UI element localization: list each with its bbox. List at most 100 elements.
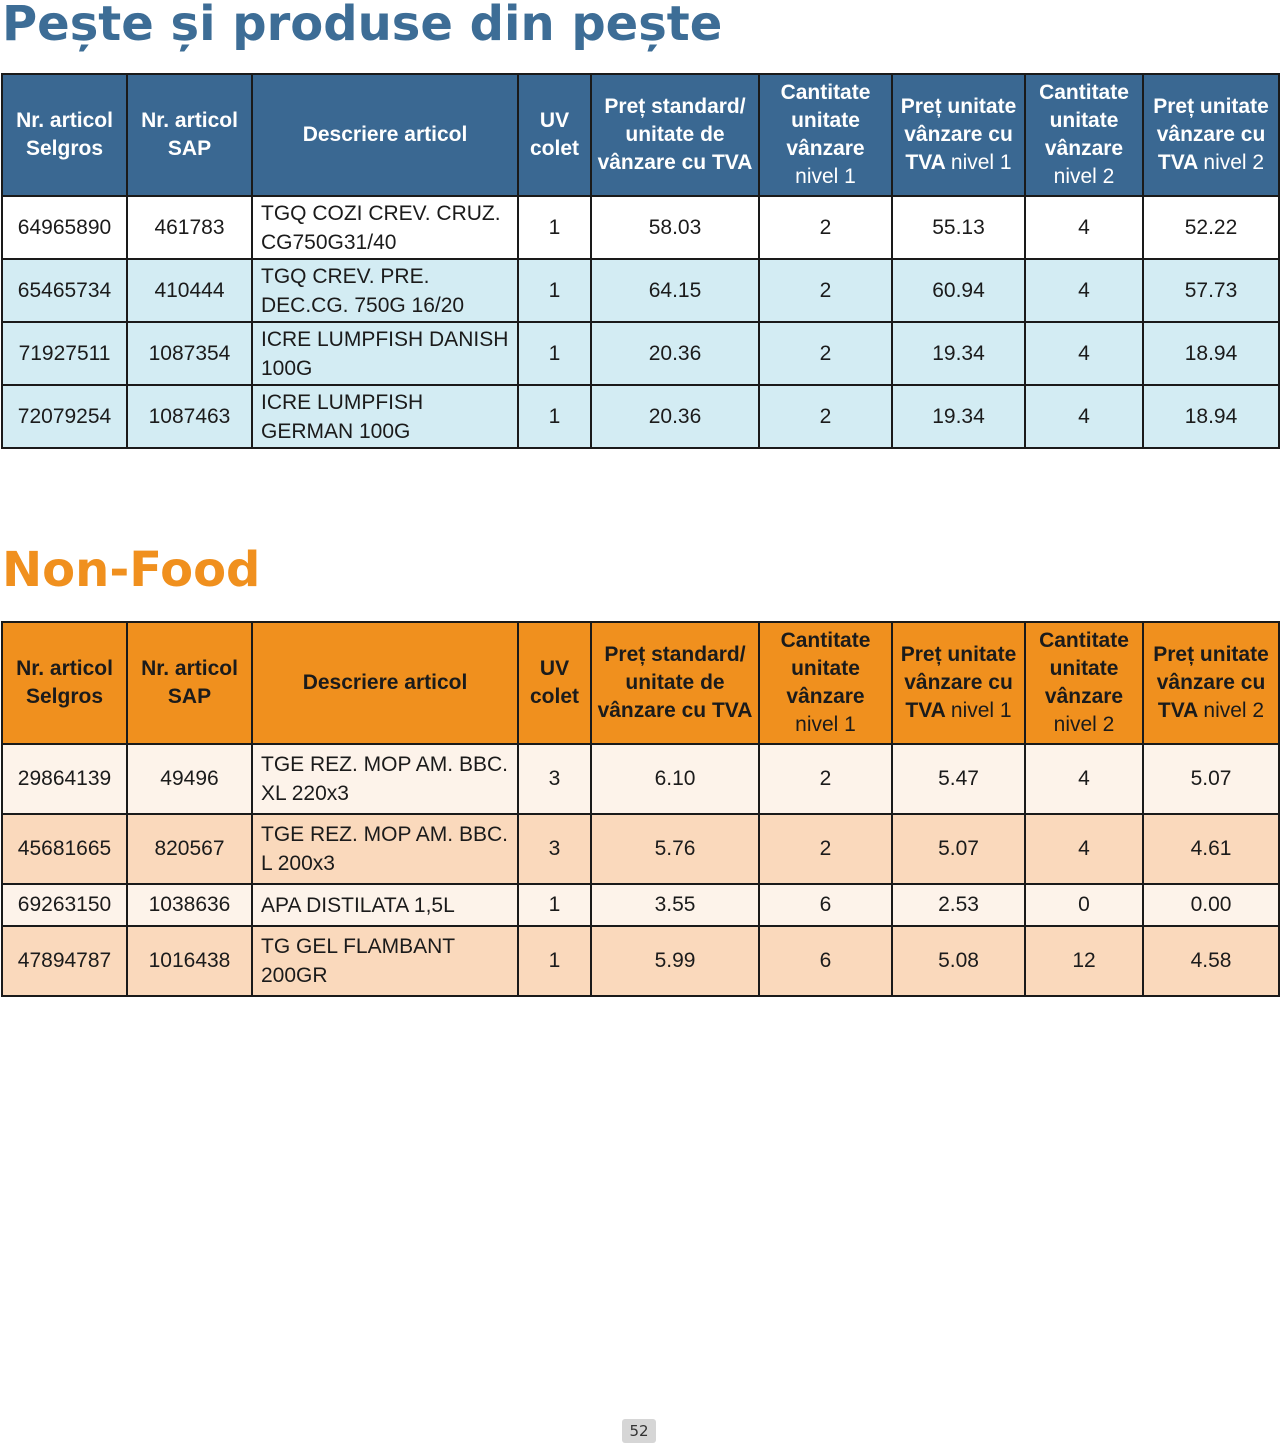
table-header-row: Nr. articol Selgros Nr. articol SAP Desc… bbox=[1, 621, 1280, 745]
col-header-qty-level1: Cantitate unitate vânzare nivel 1 bbox=[758, 73, 893, 197]
col-header-qty-level2: Cantitate unitate vânzare nivel 2 bbox=[1024, 73, 1144, 197]
col-header-description: Descriere articol bbox=[251, 73, 519, 197]
cell-price-level2: 52.22 bbox=[1142, 195, 1280, 260]
cell-selgros: 71927511 bbox=[1, 321, 128, 386]
cell-standard-price: 20.36 bbox=[590, 321, 760, 386]
cell-selgros: 45681665 bbox=[1, 813, 128, 885]
cell-selgros: 64965890 bbox=[1, 195, 128, 260]
table-row: 72079254 1087463 ICRE LUMPFISH GERMAN 10… bbox=[1, 384, 1280, 449]
cell-description: APA DISTILATA 1,5L bbox=[251, 883, 519, 927]
cell-standard-price: 6.10 bbox=[590, 743, 760, 815]
col-header-uv: UV colet bbox=[517, 621, 592, 745]
cell-sap: 461783 bbox=[126, 195, 253, 260]
cell-price-level2: 5.07 bbox=[1142, 743, 1280, 815]
table-row: 47894787 1016438 TG GEL FLAMBANT 200GR 1… bbox=[1, 925, 1280, 997]
cell-description: TGE REZ. MOP AM. BBC. L 200x3 bbox=[251, 813, 519, 885]
col-header-standard-price: Preț standard/ unitate de vânzare cu TVA bbox=[590, 621, 760, 745]
cell-description: TGE REZ. MOP AM. BBC. XL 220x3 bbox=[251, 743, 519, 815]
cell-price-level2: 4.61 bbox=[1142, 813, 1280, 885]
cell-price-level2: 0.00 bbox=[1142, 883, 1280, 927]
cell-uv: 1 bbox=[517, 883, 592, 927]
cell-price-level1: 5.08 bbox=[891, 925, 1026, 997]
cell-selgros: 72079254 bbox=[1, 384, 128, 449]
table-row: 71927511 1087354 ICRE LUMPFISH DANISH 10… bbox=[1, 321, 1280, 386]
col-header-standard-price: Preț standard/ unitate de vânzare cu TVA bbox=[590, 73, 760, 197]
cell-qty-level2: 4 bbox=[1024, 321, 1144, 386]
cell-price-level2: 18.94 bbox=[1142, 321, 1280, 386]
cell-qty-level1: 6 bbox=[758, 925, 893, 997]
section-title-fish: Pește și produse din pește bbox=[2, 0, 723, 52]
cell-description: TGQ CREV. PRE. DEC.CG. 750G 16/20 bbox=[251, 258, 519, 323]
col-header-description: Descriere articol bbox=[251, 621, 519, 745]
cell-price-level2: 18.94 bbox=[1142, 384, 1280, 449]
cell-price-level1: 55.13 bbox=[891, 195, 1026, 260]
col-header-qty-level2: Cantitate unitate vânzare nivel 2 bbox=[1024, 621, 1144, 745]
cell-standard-price: 5.99 bbox=[590, 925, 760, 997]
cell-price-level1: 5.47 bbox=[891, 743, 1026, 815]
col-header-selgros: Nr. articol Selgros bbox=[1, 621, 128, 745]
cell-description: TG GEL FLAMBANT 200GR bbox=[251, 925, 519, 997]
table-row: 64965890 461783 TGQ COZI CREV. CRUZ. CG7… bbox=[1, 195, 1280, 260]
cell-sap: 1087463 bbox=[126, 384, 253, 449]
cell-qty-level1: 2 bbox=[758, 384, 893, 449]
cell-qty-level2: 4 bbox=[1024, 384, 1144, 449]
cell-price-level1: 19.34 bbox=[891, 384, 1026, 449]
cell-uv: 1 bbox=[517, 321, 592, 386]
cell-standard-price: 20.36 bbox=[590, 384, 760, 449]
cell-qty-level2: 4 bbox=[1024, 258, 1144, 323]
col-header-price-level2: Preț unitate vânzare cu TVA nivel 2 bbox=[1142, 73, 1280, 197]
fish-price-table: Nr. articol Selgros Nr. articol SAP Desc… bbox=[1, 73, 1280, 449]
cell-sap: 1087354 bbox=[126, 321, 253, 386]
cell-description: ICRE LUMPFISH GERMAN 100G bbox=[251, 384, 519, 449]
cell-qty-level1: 2 bbox=[758, 195, 893, 260]
cell-qty-level1: 2 bbox=[758, 813, 893, 885]
col-header-sap: Nr. articol SAP bbox=[126, 621, 253, 745]
cell-uv: 3 bbox=[517, 743, 592, 815]
cell-selgros: 29864139 bbox=[1, 743, 128, 815]
cell-sap: 1016438 bbox=[126, 925, 253, 997]
cell-standard-price: 64.15 bbox=[590, 258, 760, 323]
cell-price-level2: 4.58 bbox=[1142, 925, 1280, 997]
cell-qty-level2: 12 bbox=[1024, 925, 1144, 997]
cell-uv: 1 bbox=[517, 258, 592, 323]
cell-standard-price: 5.76 bbox=[590, 813, 760, 885]
cell-uv: 1 bbox=[517, 195, 592, 260]
page-number: 52 bbox=[622, 1419, 656, 1443]
cell-qty-level2: 4 bbox=[1024, 195, 1144, 260]
cell-qty-level1: 2 bbox=[758, 743, 893, 815]
cell-qty-level2: 0 bbox=[1024, 883, 1144, 927]
cell-standard-price: 3.55 bbox=[590, 883, 760, 927]
col-header-qty-level1: Cantitate unitate vânzare nivel 1 bbox=[758, 621, 893, 745]
cell-sap: 49496 bbox=[126, 743, 253, 815]
cell-qty-level1: 6 bbox=[758, 883, 893, 927]
cell-description: ICRE LUMPFISH DANISH 100G bbox=[251, 321, 519, 386]
cell-uv: 3 bbox=[517, 813, 592, 885]
cell-standard-price: 58.03 bbox=[590, 195, 760, 260]
cell-uv: 1 bbox=[517, 925, 592, 997]
section-title-nonfood: Non-Food bbox=[2, 542, 261, 598]
cell-price-level1: 19.34 bbox=[891, 321, 1026, 386]
cell-sap: 410444 bbox=[126, 258, 253, 323]
cell-qty-level2: 4 bbox=[1024, 743, 1144, 815]
cell-sap: 820567 bbox=[126, 813, 253, 885]
nonfood-price-table: Nr. articol Selgros Nr. articol SAP Desc… bbox=[1, 621, 1280, 997]
cell-qty-level1: 2 bbox=[758, 321, 893, 386]
col-header-price-level1: Preț unitate vânzare cu TVA nivel 1 bbox=[891, 621, 1026, 745]
cell-sap: 1038636 bbox=[126, 883, 253, 927]
table-row: 65465734 410444 TGQ CREV. PRE. DEC.CG. 7… bbox=[1, 258, 1280, 323]
cell-price-level1: 2.53 bbox=[891, 883, 1026, 927]
table-row: 69263150 1038636 APA DISTILATA 1,5L 1 3.… bbox=[1, 883, 1280, 927]
col-header-selgros: Nr. articol Selgros bbox=[1, 73, 128, 197]
cell-description: TGQ COZI CREV. CRUZ. CG750G31/40 bbox=[251, 195, 519, 260]
cell-selgros: 47894787 bbox=[1, 925, 128, 997]
cell-selgros: 65465734 bbox=[1, 258, 128, 323]
cell-price-level2: 57.73 bbox=[1142, 258, 1280, 323]
table-header-row: Nr. articol Selgros Nr. articol SAP Desc… bbox=[1, 73, 1280, 197]
cell-price-level1: 5.07 bbox=[891, 813, 1026, 885]
col-header-price-level2: Preț unitate vânzare cu TVA nivel 2 bbox=[1142, 621, 1280, 745]
cell-qty-level2: 4 bbox=[1024, 813, 1144, 885]
col-header-price-level1: Preț unitate vânzare cu TVA nivel 1 bbox=[891, 73, 1026, 197]
col-header-uv: UV colet bbox=[517, 73, 592, 197]
col-header-sap: Nr. articol SAP bbox=[126, 73, 253, 197]
cell-qty-level1: 2 bbox=[758, 258, 893, 323]
